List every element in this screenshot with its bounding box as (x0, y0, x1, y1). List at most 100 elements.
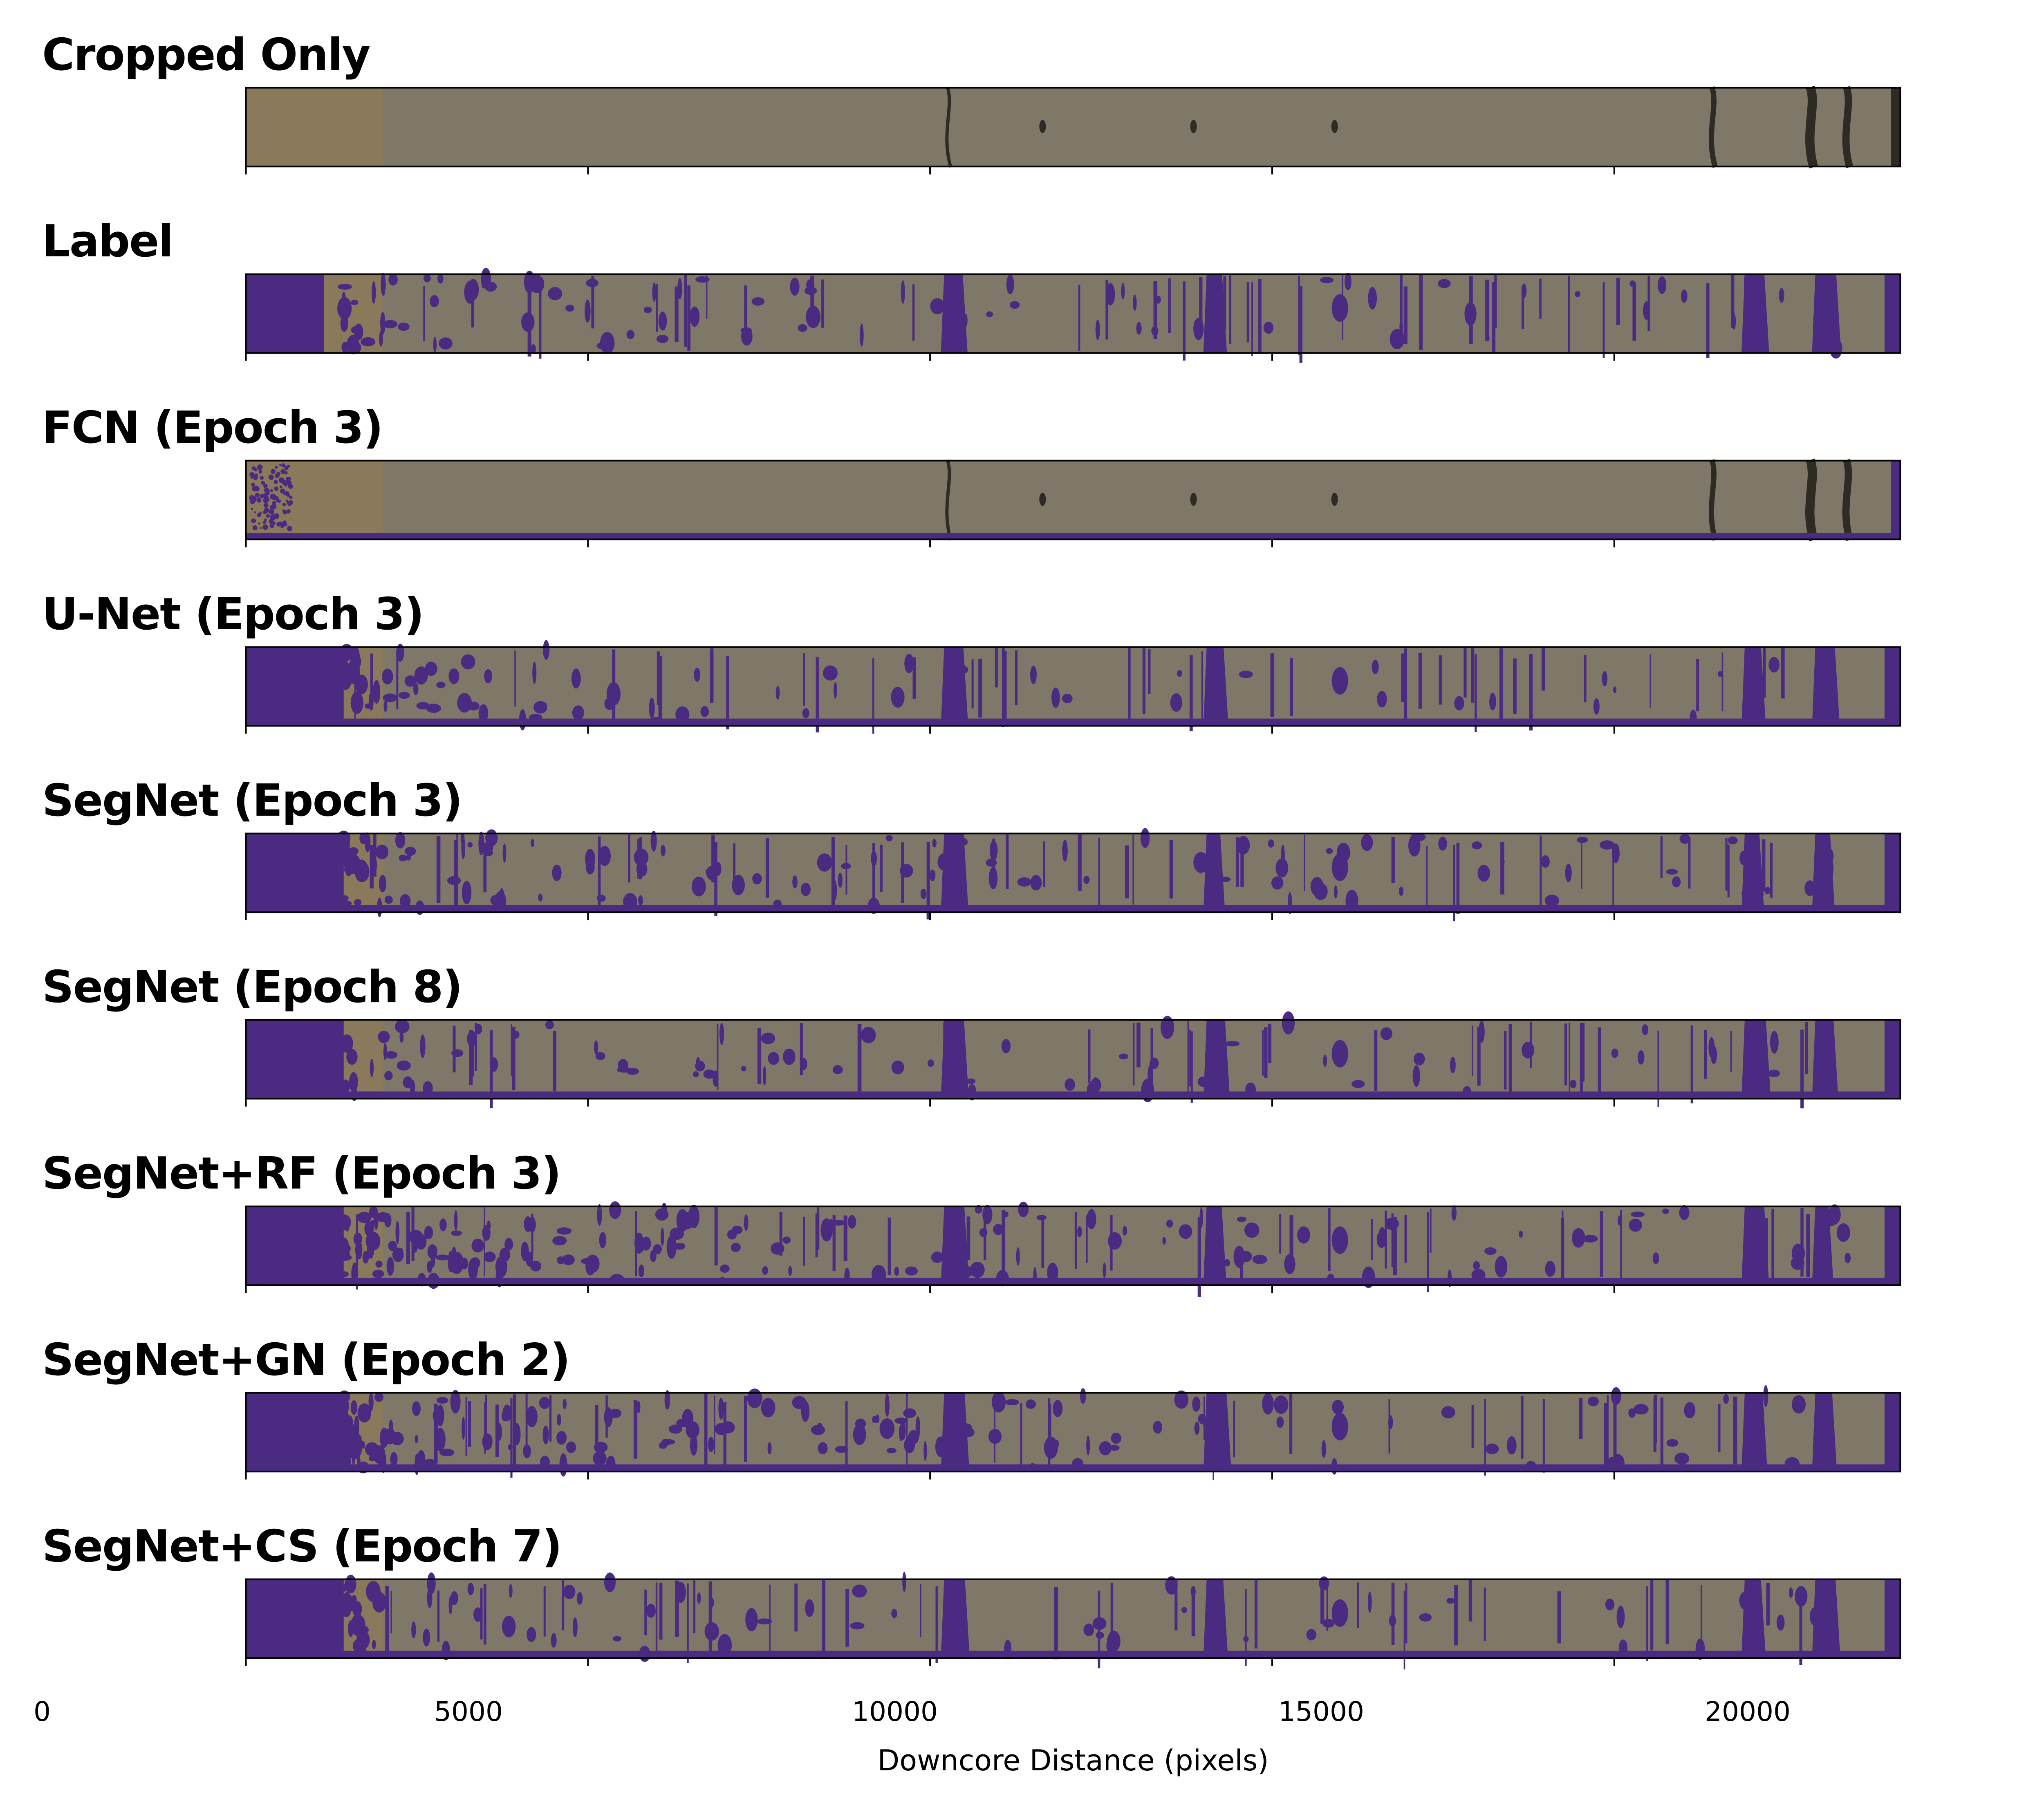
mask-blob (719, 1276, 725, 1283)
mask-blob (806, 305, 821, 328)
mask-streak (1690, 1025, 1693, 1103)
mask-blob (361, 337, 376, 347)
mask-spot (1331, 1599, 1348, 1627)
mask-blob (462, 881, 472, 904)
core-spot (1331, 120, 1338, 133)
mask-streak (434, 1404, 438, 1463)
mask-streak (1484, 1399, 1486, 1476)
core-spot (1190, 120, 1197, 133)
mask-streak (1391, 1582, 1395, 1645)
mask-streak (726, 656, 729, 729)
mask-blob (1095, 319, 1100, 340)
mask-bottom-band (245, 1464, 1901, 1472)
core-background (245, 87, 1901, 167)
mask-blob (526, 1406, 538, 1427)
mask-streak (1086, 1216, 1088, 1263)
mask-blob (1133, 294, 1137, 311)
x-tick-label: 10000 (852, 1696, 938, 1727)
mask-blob (523, 1444, 531, 1458)
core-crack (1805, 458, 1818, 541)
mask-blob (1484, 1247, 1497, 1255)
mask-blob (1119, 1053, 1129, 1060)
mask-blob (414, 666, 428, 685)
mask-blob (285, 477, 289, 480)
mask-blob (287, 526, 292, 532)
mask-blob (355, 674, 368, 695)
mask-blob (404, 675, 417, 687)
mask-blob (484, 841, 493, 852)
mask-blob (386, 1257, 394, 1276)
mask-blob (559, 1453, 567, 1477)
mask-blob (1323, 1054, 1327, 1067)
mask-blob (975, 1205, 983, 1214)
mask-blob (932, 839, 937, 848)
mask-streak (1799, 1586, 1802, 1665)
mask-blob (996, 1270, 1009, 1287)
mask-blob (351, 1595, 357, 1604)
mask-blob (375, 1260, 383, 1268)
mask-blob (348, 847, 359, 855)
mask-streak (1616, 278, 1620, 325)
mask-blob (930, 298, 945, 314)
mask-blob (450, 1230, 462, 1236)
mask-blob (1462, 1086, 1472, 1098)
mask-blob (382, 668, 393, 685)
mask-blob (703, 1069, 715, 1079)
mask-blob (279, 464, 281, 466)
mask-streak (711, 834, 715, 883)
mask-streak (454, 840, 458, 913)
mask-blob (1140, 828, 1150, 848)
mask-streak (1492, 282, 1496, 352)
mask-streak (1762, 839, 1766, 892)
mask-streak (484, 1207, 485, 1277)
mask-blob (533, 701, 547, 714)
mask-blob (276, 498, 280, 502)
mask-blob (380, 312, 385, 335)
mask-blob (1666, 869, 1678, 875)
mask-streak (1584, 655, 1587, 702)
mask-blob (1106, 1638, 1114, 1653)
core-strip (245, 828, 1901, 922)
mask-blob (1545, 1261, 1555, 1277)
mask-blob (1336, 843, 1350, 863)
mask-streak (1148, 649, 1151, 694)
mask-blob (422, 1459, 437, 1470)
mask-blob (482, 1433, 493, 1450)
core-background (245, 460, 1901, 540)
mask-streak (995, 648, 998, 688)
mask-blob (450, 1591, 458, 1605)
mask-blob (530, 1260, 542, 1272)
mask-blob (604, 1407, 613, 1427)
mask-blob (337, 297, 352, 320)
mask-streak (1054, 1587, 1058, 1660)
mask-blob (1583, 1235, 1598, 1243)
mask-blob (266, 514, 270, 518)
mask-streak (1475, 654, 1477, 732)
mask-blob (350, 1400, 357, 1415)
mask-blob (354, 323, 363, 341)
mask-blob (1478, 1021, 1485, 1043)
mask-blob (1741, 889, 1753, 897)
mask-blob (717, 1634, 732, 1657)
mask-streak (1041, 1218, 1044, 1268)
mask-blob (287, 509, 291, 514)
mask-streak (549, 1395, 552, 1442)
mask-blob (1385, 1218, 1399, 1230)
mask-blob (1485, 1443, 1499, 1454)
mask-blob (595, 1052, 605, 1060)
mask-blob (370, 856, 377, 874)
mask-blob (272, 501, 276, 505)
mask-blob (269, 509, 274, 515)
mask-streak (1568, 276, 1570, 352)
mask-blob (693, 1071, 699, 1077)
mask-blob (392, 1247, 404, 1262)
mask-blob (1495, 1256, 1508, 1278)
strip-frame (245, 273, 1901, 354)
mask-streak (1403, 1590, 1405, 1670)
mask-streak (1189, 655, 1193, 731)
mask-streak (815, 1213, 818, 1258)
mask-blob (612, 1636, 622, 1642)
mask-blob (585, 299, 591, 323)
mask-blob (833, 682, 837, 699)
mask-blob (931, 1252, 944, 1263)
